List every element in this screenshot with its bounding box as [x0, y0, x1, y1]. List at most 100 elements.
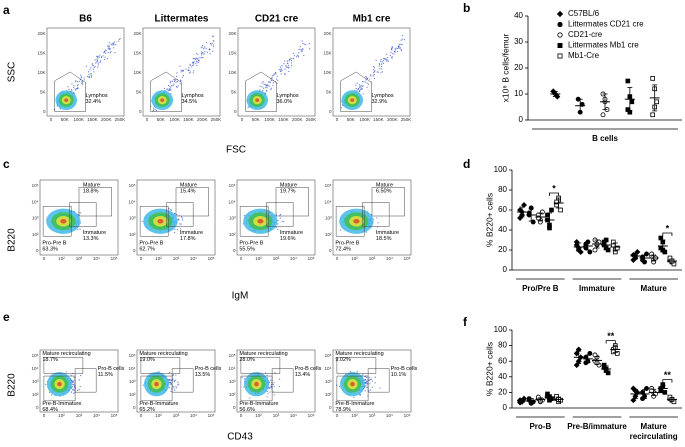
point [549, 207, 554, 213]
x-tick-label: 10⁴ [93, 256, 100, 261]
point [557, 53, 563, 59]
gate [54, 71, 86, 112]
density-dot [277, 79, 279, 82]
density-dot [266, 89, 268, 92]
gate-label: Mature [83, 183, 100, 189]
density-dot [270, 383, 273, 386]
density-dot [275, 72, 277, 74]
density-core [350, 381, 355, 387]
density-dot [90, 76, 92, 78]
y-tick-label: 0 [329, 248, 332, 253]
point [592, 352, 598, 358]
density-dot [291, 60, 293, 62]
density-dot [79, 212, 82, 214]
gate-percent: 13.4% [295, 372, 311, 378]
density-dot [180, 216, 183, 218]
density-dot [298, 48, 300, 50]
gate-percent: 56.6% [239, 407, 255, 413]
density-dot [193, 70, 195, 72]
density-dot [372, 69, 375, 71]
gate [140, 375, 173, 402]
density-dot [389, 54, 391, 57]
gate-percent: 34.5% [182, 99, 198, 105]
x-tick-label: 10⁴ [386, 413, 393, 418]
gate-percent: 19.0% [139, 357, 155, 363]
gate-label: Immature [280, 230, 303, 236]
density-dot [276, 78, 278, 80]
density-dot [283, 220, 285, 223]
density-core [60, 218, 67, 224]
y-tick-label: 10⁴ [129, 199, 136, 204]
density-dot [373, 71, 376, 73]
density-dot [396, 47, 398, 50]
plot-frame [39, 349, 119, 413]
x-tick-label: 150K [373, 117, 384, 122]
y-tick-label: 80 [498, 185, 507, 194]
density-dot [350, 370, 352, 373]
plot-frame [136, 349, 216, 413]
density-dot [366, 376, 368, 378]
density-dot [370, 389, 372, 391]
density-dot [94, 59, 96, 61]
x-axis-label: FSC [226, 145, 246, 156]
density-dot [364, 81, 366, 83]
density-dot [358, 90, 360, 92]
legend-label: CD21-cre [568, 30, 603, 39]
density-dot [176, 72, 178, 74]
plot-frame [237, 27, 316, 117]
density-dot [211, 42, 213, 44]
y-axis-label: SSC [7, 62, 18, 83]
density-dot [270, 386, 272, 388]
y-axis-label: B220 [7, 373, 18, 397]
density-dot [204, 46, 206, 48]
gate [336, 357, 377, 374]
density-dot [94, 65, 96, 67]
density-dot [180, 71, 182, 73]
density-core [160, 98, 165, 102]
density-dot [88, 73, 90, 75]
density-dot [103, 51, 105, 54]
x-tick-label: 10³ [369, 413, 376, 418]
x-tick-label: 0 [240, 256, 243, 261]
density-dot [45, 383, 47, 386]
legend-label: Littermates Mb1 cre [568, 41, 639, 50]
gate [271, 368, 294, 393]
density-dot [169, 85, 171, 87]
density-dot [70, 374, 72, 376]
density-dot [70, 391, 73, 393]
y-tick-label: 10 [514, 89, 523, 98]
panel-letter: c [3, 157, 10, 171]
density-dot [368, 390, 370, 392]
density-dot [172, 374, 174, 376]
density-dot [170, 390, 172, 393]
point [650, 112, 655, 118]
gate-label: Mature [280, 183, 297, 189]
x-tick-label: 250K [211, 117, 222, 122]
density-dot [288, 66, 290, 68]
density-dot [198, 57, 200, 59]
y-tick-label: 0 [36, 248, 39, 253]
x-tick-label: 10³ [76, 413, 83, 418]
density-dot [174, 79, 176, 81]
density-dot [176, 86, 178, 88]
density-dot [168, 371, 171, 374]
density-dot [266, 390, 268, 392]
y-axis-label: x10⁶ B cells/femur [500, 33, 510, 102]
density-dot [90, 73, 92, 75]
y-tick-label: 5K [231, 90, 237, 95]
y-tick-label: 10² [325, 392, 332, 397]
category-label: Mature [641, 284, 668, 293]
y-tick-label: 0 [133, 405, 136, 410]
plot-title: CD21 cre [255, 14, 299, 25]
density-dot [96, 58, 98, 60]
density-dot [210, 44, 212, 46]
density-dot [195, 52, 198, 54]
density-dot [189, 71, 192, 73]
density-dot [188, 72, 191, 74]
x-tick-label: 50K [252, 117, 260, 122]
density-dot [175, 385, 177, 388]
density-dot [371, 386, 373, 388]
density-dot [273, 386, 275, 388]
density-dot [380, 59, 382, 61]
density-dot [110, 51, 112, 53]
